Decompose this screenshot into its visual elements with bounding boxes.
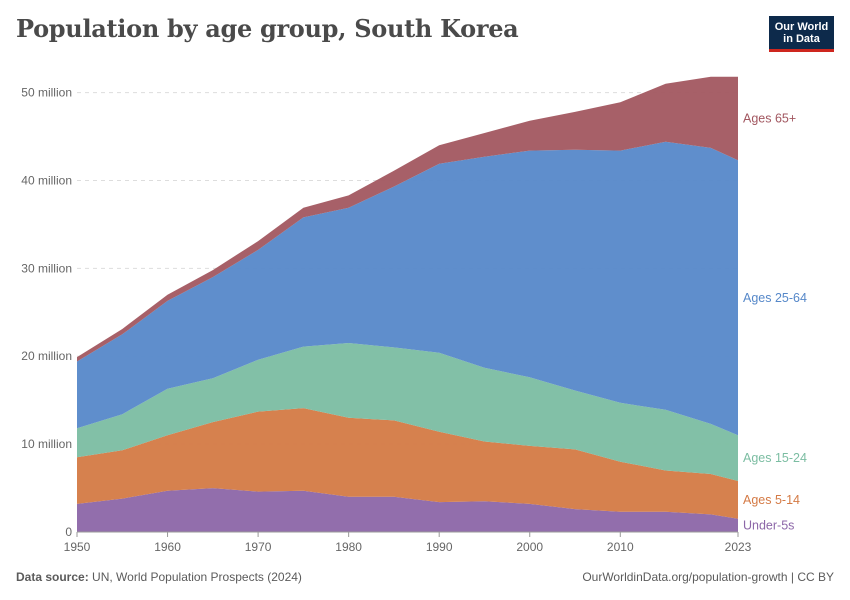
series-label: Ages 65+ bbox=[743, 112, 796, 126]
area-under-5s bbox=[77, 488, 738, 532]
y-tick-label: 10 million bbox=[21, 437, 72, 451]
x-tick-label: 1970 bbox=[245, 540, 272, 554]
area-series bbox=[77, 76, 738, 532]
area-ages-5-14 bbox=[77, 408, 738, 519]
series-label: Ages 15-24 bbox=[743, 451, 807, 465]
axes: 0 10 million 20 million 30 million 40 millio… bbox=[21, 86, 751, 554]
logo-line-1: Our World bbox=[774, 21, 829, 33]
y-tick-label: 50 million bbox=[21, 86, 72, 100]
y-tick-label: 20 million bbox=[21, 349, 72, 363]
x-tick-label: 1990 bbox=[426, 540, 453, 554]
area-ages-65- bbox=[77, 76, 738, 362]
y-tick-label: 0 bbox=[65, 525, 72, 539]
data-source-label: Data source: bbox=[16, 570, 89, 584]
chart-title: Population by age group, South Korea bbox=[16, 14, 519, 43]
series-labels: Under-5s Ages 5-14 Ages 15-24 Ages 25-64 Age… bbox=[743, 112, 807, 533]
logo-line-2: in Data bbox=[783, 33, 820, 45]
data-source: Data source: UN, World Population Prospe… bbox=[16, 570, 302, 584]
x-tick-label: 1980 bbox=[335, 540, 362, 554]
x-tick-label: 2010 bbox=[607, 540, 634, 554]
series-label: Ages 25-64 bbox=[743, 291, 807, 305]
series-label: Under-5s bbox=[743, 518, 794, 532]
x-tick-label: 1950 bbox=[64, 540, 91, 554]
x-tick-label: 2023 bbox=[725, 540, 752, 554]
x-tick-label: 1960 bbox=[154, 540, 181, 554]
x-tick-label: 2000 bbox=[516, 540, 543, 554]
owid-logo[interactable]: Our World in Data bbox=[769, 16, 834, 52]
footer-url[interactable]: OurWorldinData.org/population-growth | C… bbox=[582, 570, 834, 584]
data-source-text: UN, World Population Prospects (2024) bbox=[92, 570, 302, 584]
y-tick-label: 40 million bbox=[21, 173, 72, 187]
area-ages-25-64 bbox=[77, 141, 738, 436]
y-tick-label: 30 million bbox=[21, 261, 72, 275]
series-label: Ages 5-14 bbox=[743, 493, 800, 507]
area-ages-15-24 bbox=[77, 343, 738, 481]
